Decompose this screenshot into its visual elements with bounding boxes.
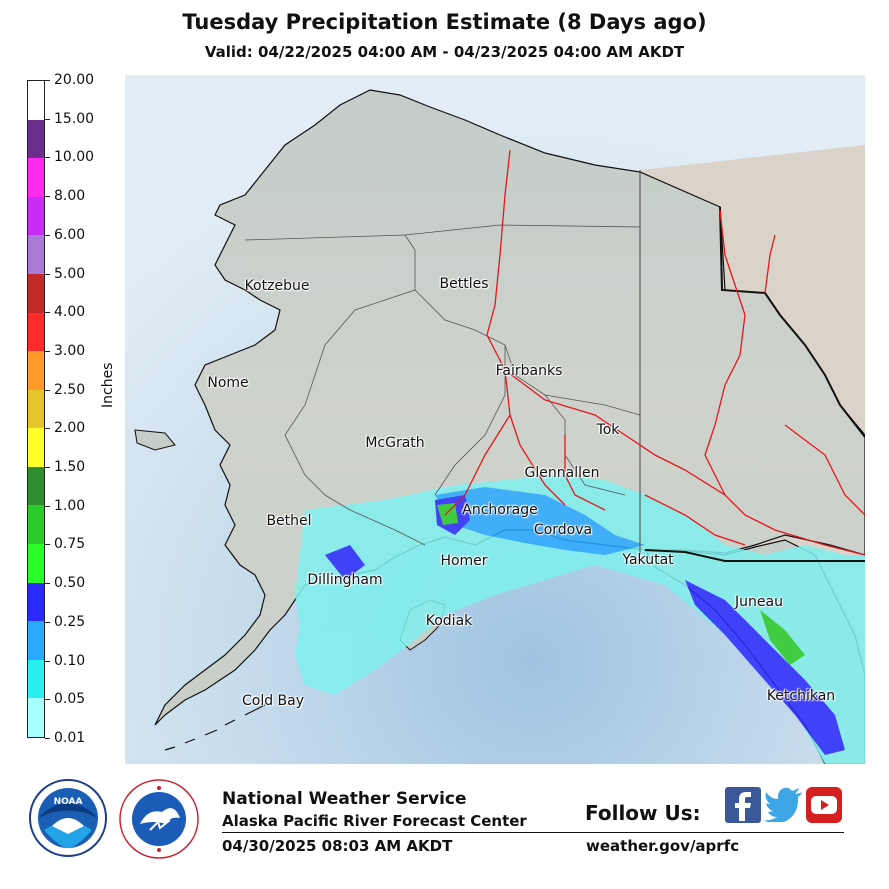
facebook-icon[interactable]: [725, 787, 761, 823]
road-network: [444, 149, 865, 556]
colorbar-tick-mark: [45, 350, 50, 352]
issued-time: 04/30/2025 08:03 AM AKDT: [222, 837, 453, 855]
colorbar-tick-mark: [45, 389, 50, 391]
city-label: Bettles: [439, 276, 489, 292]
colorbar-swatch: [28, 389, 44, 429]
colorbar-swatch: [28, 698, 44, 738]
canada-border: [719, 206, 865, 438]
city-label: Juneau: [735, 594, 783, 610]
colorbar-tick-label: 10.00: [54, 149, 95, 166]
colorbar-tick-mark: [45, 467, 50, 469]
follow-us-label: Follow Us:: [585, 801, 701, 825]
precip-overlay: [295, 475, 865, 764]
city-label: Bethel: [266, 513, 312, 529]
city-label: Nome: [207, 375, 249, 391]
colorbar-tick-mark: [45, 196, 50, 198]
colorbar-tick-mark: [45, 428, 50, 430]
colorbar-swatch: [28, 505, 44, 545]
colorbar-tick-mark: [45, 660, 50, 662]
city-label: Ketchikan: [766, 688, 836, 704]
colorbar-swatch: [28, 235, 44, 275]
region-boundaries: [244, 224, 641, 546]
colorbar-swatch: [28, 273, 44, 314]
colorbar-tick-label: 0.50: [54, 575, 86, 592]
city-label: Cold Bay: [241, 693, 305, 709]
colorbar-tick-label: 5.00: [54, 265, 86, 282]
city-label: Kotzebue: [244, 278, 310, 294]
colorbar-tick-mark: [45, 738, 50, 739]
colorbar-tick-mark: [45, 273, 50, 275]
city-label: Anchorage: [462, 502, 538, 518]
youtube-icon[interactable]: [806, 787, 842, 823]
colorbar-tick-mark: [45, 157, 50, 159]
svg-text:NOAA: NOAA: [54, 797, 83, 807]
colorbar-tick-mark: [45, 544, 50, 546]
colorbar-tick-label: 6.00: [54, 226, 86, 243]
precip-map: [125, 75, 865, 764]
colorbar-swatch: [28, 312, 44, 352]
colorbar-tick-label: 20.00: [54, 72, 95, 88]
colorbar-swatch: [28, 158, 44, 198]
city-label: McGrath: [365, 435, 425, 451]
colorbar-tick-label: 4.00: [54, 304, 86, 321]
colorbar-swatch: [28, 81, 44, 121]
precip-colorbar: [27, 80, 45, 738]
colorbar-swatch: [28, 119, 44, 159]
colorbar-tick-label: 0.25: [54, 613, 86, 630]
colorbar-tick-mark: [45, 234, 50, 236]
colorbar-swatch: [28, 659, 44, 699]
colorbar-tick-label: 0.01: [54, 730, 86, 746]
city-label: Fairbanks: [495, 363, 563, 379]
city-label: Homer: [440, 553, 488, 569]
org-name: National Weather Service: [222, 789, 467, 809]
colorbar-swatch: [28, 351, 44, 391]
colorbar-tick-label: 15.00: [54, 110, 95, 127]
city-label: Dillingham: [307, 572, 383, 588]
colorbar-tick-label: 2.00: [54, 420, 86, 437]
map-title: Tuesday Precipitation Estimate (8 Days a…: [182, 10, 707, 34]
colorbar-swatch: [28, 466, 44, 506]
city-label: Yakutat: [622, 552, 674, 568]
aleutian-islands: [164, 704, 266, 751]
colorbar-tick-mark: [45, 583, 50, 585]
colorbar-swatch: [28, 621, 44, 661]
twitter-icon[interactable]: [764, 786, 804, 822]
city-label: Cordova: [533, 522, 593, 538]
st-lawrence-island: [134, 429, 176, 451]
city-label: Kodiak: [425, 613, 473, 629]
colorbar-swatch: [28, 582, 44, 622]
noaa-logo: NOAA: [29, 779, 107, 857]
colorbar-tick-mark: [45, 118, 50, 120]
colorbar-tick-label: 1.00: [54, 497, 86, 514]
colorbar-swatch: [28, 428, 44, 468]
valid-period: Valid: 04/22/2025 04:00 AM - 04/23/2025 …: [204, 43, 685, 61]
nws-seal-logo: [119, 779, 199, 859]
colorbar-swatch: [28, 196, 44, 236]
colorbar-tick-label: 0.75: [54, 536, 86, 553]
city-label: Tok: [596, 422, 620, 438]
footer-divider: [222, 832, 844, 833]
colorbar-swatch: [28, 544, 44, 584]
colorbar-tick-mark: [45, 699, 50, 701]
colorbar-tick-label: 0.10: [54, 652, 86, 669]
colorbar-tick-mark: [45, 312, 50, 314]
website-link[interactable]: weather.gov/aprfc: [586, 837, 740, 855]
colorbar-tick-mark: [45, 80, 50, 81]
office-name: Alaska Pacific River Forecast Center: [222, 812, 527, 830]
colorbar-tick-label: 1.50: [54, 459, 86, 476]
bc-border: [644, 549, 865, 562]
alaska-map-svg: [125, 75, 865, 764]
colorbar-tick-label: 3.00: [54, 342, 86, 359]
colorbar-tick-label: 2.50: [54, 381, 86, 398]
colorbar-tick-mark: [45, 505, 50, 507]
colorbar-tick-mark: [45, 621, 50, 623]
colorbar-tick-label: 0.05: [54, 691, 86, 708]
colorbar-tick-label: 8.00: [54, 188, 86, 205]
city-label: Glennallen: [524, 465, 600, 481]
colorbar-label: Inches: [100, 362, 116, 408]
